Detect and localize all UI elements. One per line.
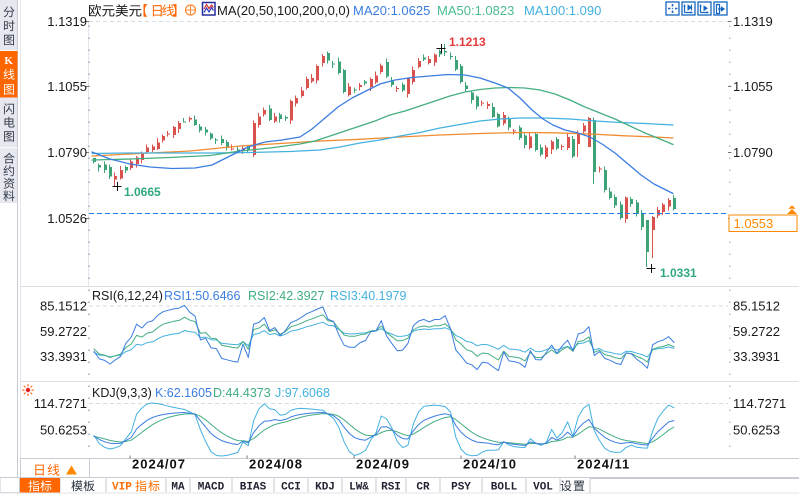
svg-text:2024/07: 2024/07	[132, 457, 186, 472]
svg-text:1.1213: 1.1213	[449, 35, 486, 49]
svg-text:MA(20,50,100,200,0,0): MA(20,50,100,200,0,0)	[217, 3, 350, 18]
svg-text:MACD: MACD	[198, 482, 225, 494]
svg-text:CCI: CCI	[281, 482, 301, 494]
svg-text:RSI(6,12,24): RSI(6,12,24)	[92, 289, 163, 303]
svg-text:1.0526: 1.0526	[47, 211, 87, 226]
svg-text:KDJ: KDJ	[315, 482, 335, 494]
svg-text:59.2722: 59.2722	[40, 324, 87, 339]
svg-text:MA100:1.090: MA100:1.090	[524, 3, 601, 18]
svg-text:33.3931: 33.3931	[40, 349, 87, 364]
svg-text:2024/10: 2024/10	[463, 457, 517, 472]
svg-text:114.7271: 114.7271	[34, 396, 87, 411]
svg-text:D:44.4373: D:44.4373	[213, 386, 271, 400]
svg-text:1.0790: 1.0790	[733, 145, 773, 160]
svg-text:RSI3:40.1979: RSI3:40.1979	[330, 289, 406, 303]
svg-text:VOL: VOL	[533, 482, 553, 494]
svg-text:1.1319: 1.1319	[47, 14, 87, 29]
svg-text:2024/08: 2024/08	[249, 457, 303, 472]
svg-text:BOLL: BOLL	[491, 482, 518, 494]
svg-text:33.3931: 33.3931	[733, 349, 780, 364]
svg-text:RSI1:50.6466: RSI1:50.6466	[164, 289, 240, 303]
svg-text:1.0331: 1.0331	[660, 266, 697, 280]
svg-text:KDJ(9,3,3): KDJ(9,3,3)	[92, 386, 152, 400]
svg-text:2024/11: 2024/11	[577, 457, 630, 472]
svg-text:MA: MA	[171, 482, 185, 494]
svg-text:K: K	[4, 55, 13, 67]
svg-text:50.6253: 50.6253	[733, 423, 780, 438]
svg-text:VIP: VIP	[112, 482, 132, 494]
svg-text:1.0665: 1.0665	[124, 185, 161, 199]
svg-text:59.2722: 59.2722	[733, 324, 780, 339]
svg-text:50.6253: 50.6253	[40, 423, 87, 438]
svg-text:J:97.6068: J:97.6068	[275, 386, 330, 400]
svg-text:1.0790: 1.0790	[47, 145, 87, 160]
svg-text:BIAS: BIAS	[240, 482, 267, 494]
svg-text:MA50:1.0823: MA50:1.0823	[437, 3, 514, 18]
svg-text:RSI: RSI	[381, 482, 401, 494]
svg-text:PSY: PSY	[451, 482, 471, 494]
svg-text:85.1512: 85.1512	[40, 299, 87, 314]
svg-text:CR: CR	[416, 482, 430, 494]
svg-text:114.7271: 114.7271	[733, 396, 786, 411]
svg-text:LW&: LW&	[349, 482, 369, 494]
svg-text:RSI2:42.3927: RSI2:42.3927	[248, 289, 324, 303]
svg-text:1.1319: 1.1319	[733, 14, 773, 29]
svg-text:1.0553: 1.0553	[734, 216, 774, 231]
svg-text:K:62.1605: K:62.1605	[155, 386, 212, 400]
svg-text:85.1512: 85.1512	[733, 299, 780, 314]
svg-text:1.1055: 1.1055	[733, 79, 773, 94]
svg-text:1.1055: 1.1055	[47, 79, 87, 94]
svg-text:2024/09: 2024/09	[356, 457, 410, 472]
svg-text:MA20:1.0625: MA20:1.0625	[353, 3, 430, 18]
